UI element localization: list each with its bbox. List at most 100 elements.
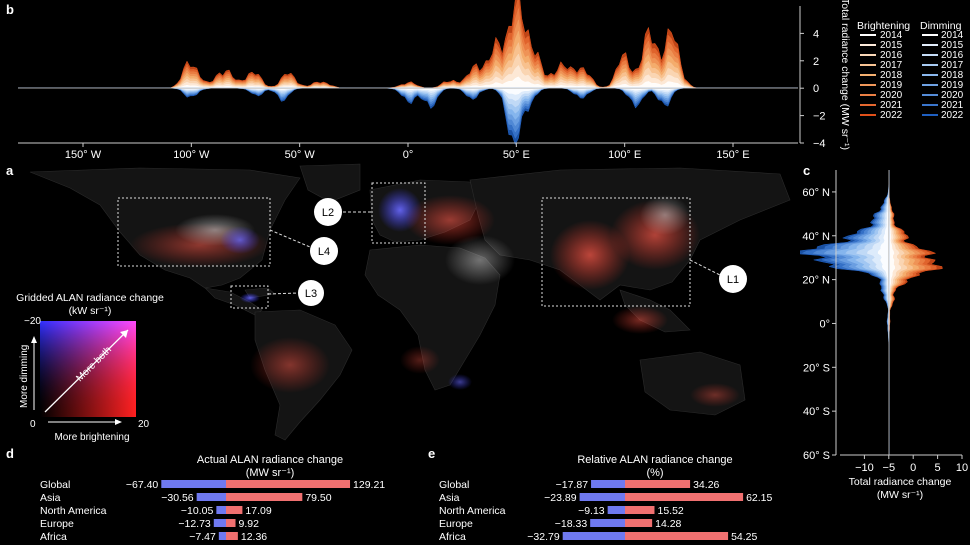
world-radiance-map: L1 L2 L3 L4 Gridded ALAN radiance change… bbox=[16, 163, 791, 443]
panel-letter-c: c bbox=[803, 163, 811, 178]
panel-letter-e: e bbox=[428, 446, 436, 461]
dimming-bar bbox=[218, 532, 226, 540]
legend-dim-year: 2018 bbox=[941, 70, 964, 81]
dimming-bar bbox=[196, 493, 226, 501]
bar-chart-unit: (%) bbox=[646, 467, 663, 479]
australia-shape bbox=[639, 351, 746, 416]
legend-origin: 0 bbox=[30, 419, 36, 430]
relative-radiance-bar-chart: Relative ALAN radiance change(%) Global −1… bbox=[439, 454, 773, 543]
callout-l1: L1 bbox=[719, 265, 747, 293]
dimming-value-label: −12.73 bbox=[178, 518, 211, 530]
dimming-bar bbox=[161, 480, 226, 488]
category-label: North America bbox=[439, 505, 506, 517]
category-label: Asia bbox=[439, 492, 460, 504]
brightening-bar bbox=[625, 506, 655, 514]
dimming-bar bbox=[590, 519, 625, 527]
y-tick-label: 4 bbox=[813, 28, 819, 40]
bar-chart-unit: (MW sr⁻¹) bbox=[246, 467, 295, 479]
brightening-value-label: 54.25 bbox=[731, 531, 757, 543]
brightening-bar bbox=[625, 480, 691, 488]
lat-x-tick-label: 0 bbox=[910, 462, 916, 474]
category-label: North America bbox=[40, 505, 107, 517]
bar-chart-title: Relative ALAN radiance change bbox=[577, 454, 732, 466]
legend-dim-year: 2021 bbox=[941, 100, 964, 111]
legend-bright-title: Brightening bbox=[857, 20, 910, 32]
brightening-bar bbox=[625, 519, 653, 527]
lat-x-tick-label: −10 bbox=[855, 462, 874, 474]
x-tick-label: 50° E bbox=[503, 149, 530, 161]
longitude-radiance-chart: 150° W 100° W 50° W 0° 50° E 100° E 150° E −4 −2… bbox=[18, 0, 964, 161]
callout-leader-l4 bbox=[269, 229, 311, 248]
legend-dim-year: 2020 bbox=[941, 90, 964, 101]
brightening-bar bbox=[226, 519, 236, 527]
legend-unit: (kW sr⁻¹) bbox=[69, 305, 112, 317]
brightening-bar bbox=[226, 493, 303, 501]
dimming-value-label: −30.56 bbox=[161, 492, 194, 504]
x-tick-label: 100° W bbox=[173, 149, 210, 161]
brightening-value-label: 34.26 bbox=[693, 479, 719, 491]
lat-brightening-area-2019 bbox=[888, 170, 925, 455]
dimming-value-label: −17.87 bbox=[556, 479, 589, 491]
legend-bright-year: 2017 bbox=[880, 60, 903, 71]
lat-x-tick-label: −5 bbox=[883, 462, 896, 474]
lat-y-tick-label: 40° S bbox=[803, 406, 830, 418]
x-tick-label: 100° E bbox=[608, 149, 641, 161]
lat-y-tick-label: 20° S bbox=[803, 362, 830, 374]
dimming-value-label: −67.40 bbox=[126, 479, 159, 491]
lat-brightening-series bbox=[888, 170, 943, 455]
bar-chart-title: Actual ALAN radiance change bbox=[197, 454, 343, 466]
callout-l2: L2 bbox=[314, 198, 342, 226]
y-tick-label: 2 bbox=[813, 56, 819, 68]
callout-box-l3 bbox=[230, 285, 269, 309]
dimming-value-label: −10.05 bbox=[181, 505, 214, 517]
brightening-value-label: 79.50 bbox=[305, 492, 331, 504]
callout-box-l1 bbox=[541, 197, 691, 307]
x-tick-label: 0° bbox=[403, 149, 414, 161]
legend-title: Gridded ALAN radiance change bbox=[16, 292, 164, 304]
category-label: Global bbox=[40, 479, 70, 491]
dimming-bar bbox=[216, 506, 226, 514]
dimming-bar bbox=[562, 532, 625, 540]
lat-y-tick-label: 60° N bbox=[802, 187, 830, 199]
legend-x-right: 20 bbox=[138, 419, 150, 430]
dimming-value-label: −23.89 bbox=[544, 492, 577, 504]
dimming-bar bbox=[579, 493, 625, 501]
city-lights bbox=[130, 188, 740, 407]
dimming-value-label: −32.79 bbox=[527, 531, 560, 543]
x-tick-label: 150° W bbox=[65, 149, 102, 161]
y-axis-label: Total radiance change (MW sr⁻¹) bbox=[839, 0, 851, 150]
dimming-bar bbox=[607, 506, 625, 514]
brightening-bar bbox=[625, 493, 744, 501]
legend-dim-year: 2015 bbox=[941, 40, 964, 51]
legend-bright-year: 2018 bbox=[880, 70, 903, 81]
legend-bright-year: 2022 bbox=[880, 110, 903, 121]
dimming-value-label: −9.13 bbox=[578, 505, 605, 517]
brightening-bar bbox=[625, 532, 729, 540]
panel-letter-b: b bbox=[6, 2, 14, 17]
lat-x-axis-label: Total radiance change bbox=[849, 476, 952, 488]
category-label: Asia bbox=[40, 492, 61, 504]
legend-bright-year: 2021 bbox=[880, 100, 903, 111]
legend-dim-year: 2017 bbox=[941, 60, 964, 71]
brightening-value-label: 129.21 bbox=[353, 479, 385, 491]
dimming-bar bbox=[213, 519, 226, 527]
legend-dim-title: Dimming bbox=[920, 20, 962, 32]
category-label: Africa bbox=[439, 531, 466, 543]
category-label: Europe bbox=[40, 518, 74, 530]
brightening-value-label: 15.52 bbox=[657, 505, 683, 517]
legend-bright-year: 2020 bbox=[880, 90, 903, 101]
callout-leader-l1 bbox=[689, 259, 721, 276]
dimming-value-label: −7.47 bbox=[189, 531, 216, 543]
legend-y-top: −20 bbox=[24, 316, 41, 327]
legend-y-label: More dimming bbox=[19, 345, 30, 408]
legend-dim-year: 2019 bbox=[941, 80, 964, 91]
legend-dim-year: 2022 bbox=[941, 110, 964, 121]
legend-bright-year: 2014 bbox=[880, 30, 903, 41]
actual-radiance-bar-chart: Actual ALAN radiance change(MW sr⁻¹) Glob… bbox=[40, 454, 385, 543]
brightening-value-label: 9.92 bbox=[239, 518, 260, 530]
brightening-bar bbox=[226, 506, 243, 514]
svg-text:L2: L2 bbox=[322, 207, 334, 219]
panel-letter-a: a bbox=[6, 163, 14, 178]
callout-l3: L3 bbox=[298, 280, 324, 306]
dimming-bar bbox=[591, 480, 625, 488]
